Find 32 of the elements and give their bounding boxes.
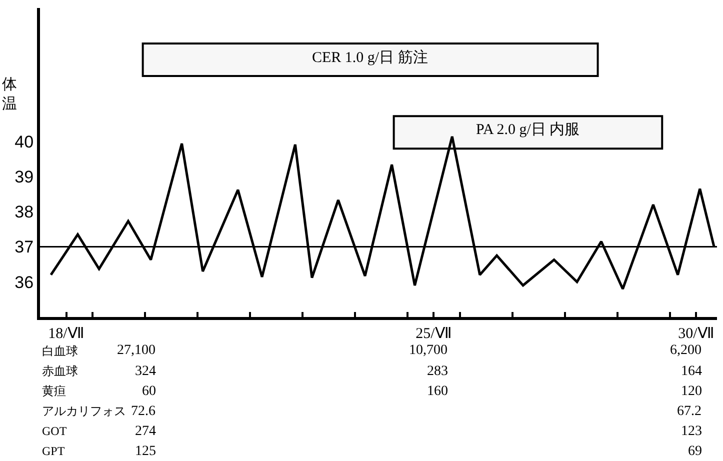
text: 72.6 <box>131 404 156 419</box>
text: 60 <box>142 384 156 399</box>
text: 160 <box>427 384 448 399</box>
text: 27,100 <box>117 343 156 358</box>
x-tick-label: 30/Ⅶ <box>678 326 714 342</box>
text: 125 <box>135 444 156 459</box>
y-tick-label: 40 <box>14 132 34 152</box>
text: 10,700 <box>409 343 448 358</box>
band-label: CER 1.0 g/日 筋注 <box>312 49 428 66</box>
x-tick-label: 25/Ⅶ <box>416 326 452 342</box>
text: GPT <box>42 444 66 458</box>
text: 69 <box>688 444 702 459</box>
text: 120 <box>681 384 702 399</box>
x-tick-label: 18/Ⅶ <box>48 326 84 342</box>
y-tick-label: 37 <box>14 238 34 257</box>
y-tick-label: 39 <box>14 168 34 186</box>
text: 274 <box>135 424 156 439</box>
y-tick-label: 38 <box>14 202 34 222</box>
text: アルカリフォス <box>42 404 126 418</box>
band-label: PA 2.0 g/日 内服 <box>476 121 580 138</box>
text: 283 <box>427 364 448 379</box>
text: 6,200 <box>670 343 702 358</box>
text: 67.2 <box>677 404 702 419</box>
text: 赤血球 <box>42 364 78 378</box>
text: GOT <box>42 424 68 438</box>
text: 黄疸 <box>42 384 66 398</box>
text: 324 <box>135 364 156 379</box>
text: 123 <box>681 424 702 439</box>
y-tick-label: 36 <box>14 272 34 292</box>
text: 白血球 <box>42 344 78 358</box>
y-axis-title: 体温 <box>2 76 17 112</box>
text: 164 <box>681 364 702 379</box>
